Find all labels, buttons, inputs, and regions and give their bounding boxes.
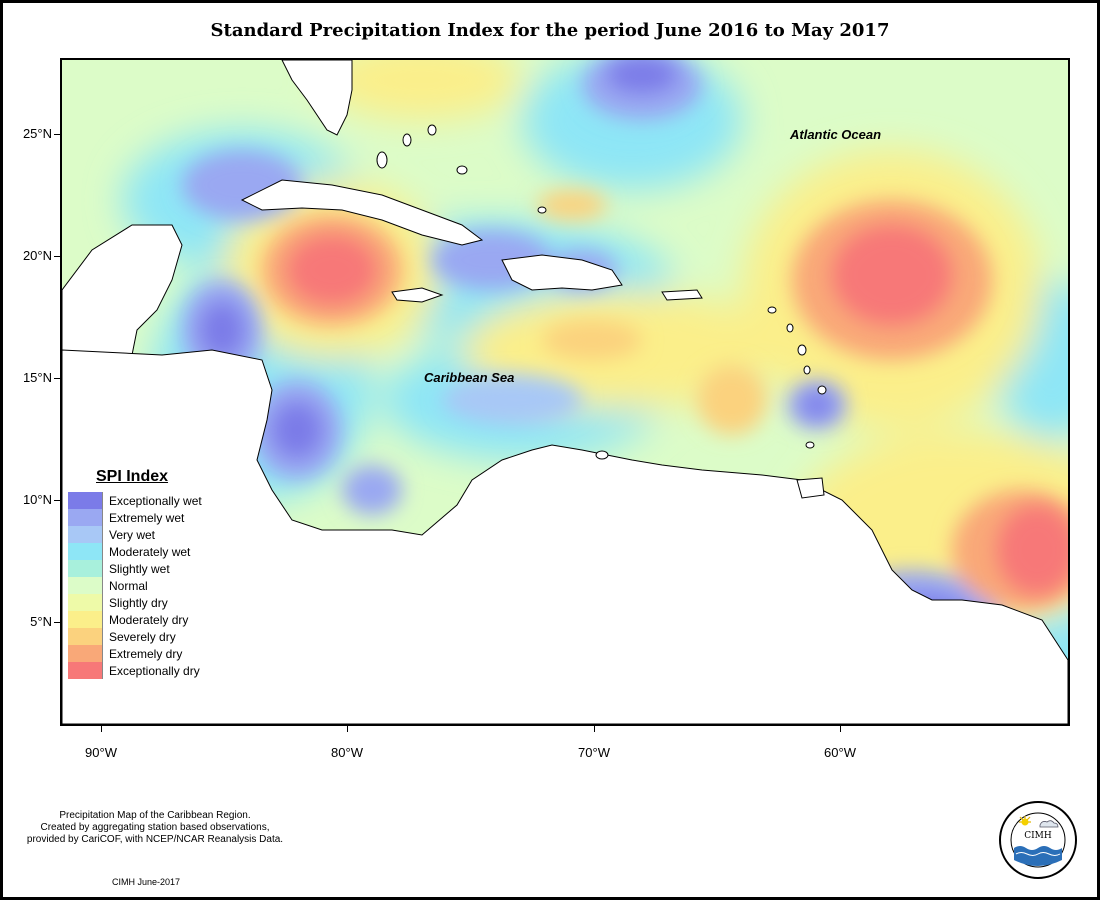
lon-tick — [347, 726, 348, 732]
legend-swatch — [68, 526, 103, 543]
lat-tick — [54, 134, 60, 135]
lat-tick — [54, 256, 60, 257]
legend-swatch — [68, 509, 103, 526]
legend-swatch — [68, 645, 103, 662]
legend-swatch — [68, 577, 103, 594]
date-note: CIMH June-2017 — [112, 877, 181, 887]
legend-label: Moderately wet — [109, 544, 191, 559]
legend-rows: Exceptionally wet Extremely wet Very wet Mo… — [68, 492, 202, 679]
legend-item: Extremely wet — [68, 509, 202, 526]
legend-swatch — [68, 543, 103, 560]
legend-swatch — [68, 560, 103, 577]
lon-label: 70°W — [578, 745, 610, 760]
spi-map-canvas — [62, 60, 1068, 724]
legend-label: Exceptionally wet — [109, 493, 202, 508]
legend-label: Very wet — [109, 527, 156, 542]
lat-tick — [54, 500, 60, 501]
lon-label: 60°W — [824, 745, 856, 760]
waves-icon — [1014, 846, 1062, 866]
legend-label: Normal — [109, 578, 148, 593]
legend-item: Extremely dry — [68, 645, 202, 662]
legend-label: Extremely dry — [109, 646, 183, 661]
legend-item: Severely dry — [68, 628, 202, 645]
legend-item: Moderately dry — [68, 611, 202, 628]
legend-swatch — [68, 594, 103, 611]
legend-title: SPI Index — [96, 468, 169, 485]
legend-item: Slightly dry — [68, 594, 202, 611]
legend-label: Severely dry — [109, 629, 176, 644]
map-credit: Precipitation Map of the Caribbean Regio… — [10, 810, 300, 846]
legend-item: Normal — [68, 577, 202, 594]
map-title: Standard Precipitation Index for the per… — [210, 20, 890, 41]
credit-line: Created by aggregating station based obs… — [40, 822, 270, 833]
legend-swatch — [68, 492, 103, 509]
legend-item: Slightly wet — [68, 560, 202, 577]
cimh-logo: CIMH — [999, 801, 1077, 879]
legend-swatch — [68, 662, 103, 679]
lat-label: 5°N — [30, 614, 52, 629]
credit-line: Precipitation Map of the Caribbean Regio… — [59, 810, 251, 821]
lat-label: 10°N — [22, 492, 52, 507]
lat-tick — [54, 378, 60, 379]
legend-item: Exceptionally wet — [68, 492, 202, 509]
lon-label: 90°W — [85, 745, 117, 760]
legend-label: Moderately dry — [109, 612, 189, 627]
sun-icon — [1021, 818, 1029, 826]
legend-label: Slightly wet — [109, 561, 170, 576]
legend-swatch — [68, 628, 103, 645]
spi-map — [60, 58, 1070, 726]
legend-label: Extremely wet — [109, 510, 185, 525]
credit-line: provided by CariCOF, with NCEP/NCAR Rean… — [26, 834, 284, 845]
lon-tick — [101, 726, 102, 732]
logo-text: CIMH — [1024, 831, 1052, 841]
legend-label: Exceptionally dry — [109, 663, 200, 678]
caribbean-sea-label: Caribbean Sea — [424, 370, 515, 385]
cloud-icon — [1039, 820, 1059, 828]
lat-tick — [54, 622, 60, 623]
lon-tick — [594, 726, 595, 732]
legend-swatch — [68, 611, 103, 628]
legend-label: Slightly dry — [109, 595, 168, 610]
lon-label: 80°W — [331, 745, 363, 760]
lon-tick — [840, 726, 841, 732]
legend-item: Moderately wet — [68, 543, 202, 560]
lat-label: 25°N — [22, 126, 52, 141]
lat-label: 15°N — [22, 370, 52, 385]
atlantic-ocean-label: Atlantic Ocean — [790, 127, 882, 142]
legend-item: Exceptionally dry — [68, 662, 202, 679]
spi-legend: SPI Index Exceptionally wet Extremely wet… — [68, 468, 202, 679]
legend-item: Very wet — [68, 526, 202, 543]
lat-label: 20°N — [22, 248, 52, 263]
